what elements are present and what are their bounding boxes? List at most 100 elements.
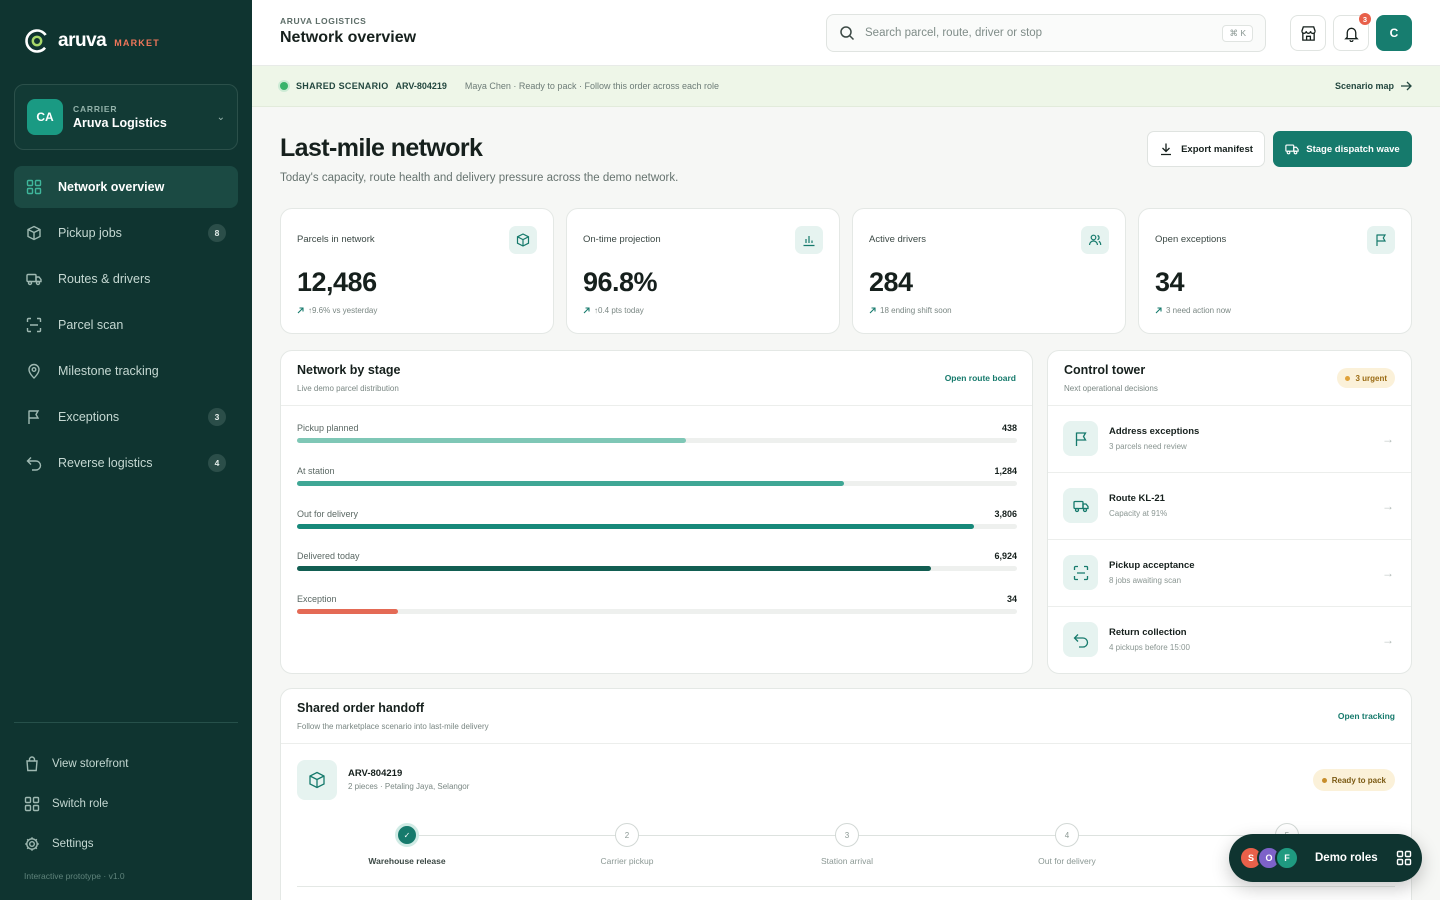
network-by-stage-card: Network by stage Live demo parcel distri…: [280, 350, 1033, 674]
stage-fill: [297, 481, 845, 486]
step-number: 2: [615, 823, 639, 847]
order-meta: 2 pieces · Petaling Jaya, Selangor: [348, 782, 470, 791]
arrow-right-icon: [1401, 81, 1412, 91]
demo-roles-button[interactable]: S O F Demo roles: [1229, 834, 1422, 882]
control-tower-item-address-exceptions[interactable]: Address exceptions 3 parcels need review…: [1048, 405, 1411, 472]
urgent-badge: 3 urgent: [1337, 368, 1395, 388]
sidebar-item-reverse-logistics[interactable]: Reverse logistics 4: [14, 442, 238, 484]
truck-icon: [1285, 144, 1299, 155]
sidebar-item-routes-drivers[interactable]: Routes & drivers: [14, 258, 238, 300]
stage-dispatch-button[interactable]: Stage dispatch wave: [1273, 131, 1412, 167]
control-tower-item-route[interactable]: Route KL-21 Capacity at 91% →: [1048, 472, 1411, 539]
export-manifest-label: Export manifest: [1181, 143, 1253, 155]
view-storefront-label: View storefront: [52, 758, 129, 770]
step-warehouse-release: ✓ Warehouse release: [347, 823, 467, 866]
switch-role-label: Switch role: [52, 798, 109, 810]
stage-fill: [297, 566, 931, 571]
storefront-button[interactable]: [1290, 15, 1326, 51]
stage-track: [297, 524, 1017, 529]
notifications-button[interactable]: 3: [1333, 13, 1371, 51]
item-subtitle: 8 jobs awaiting scan: [1109, 576, 1182, 585]
kpi-card-parcels: Parcels in network 12,486 ↑9.6% vs yeste…: [280, 208, 554, 334]
check-icon: ✓: [395, 823, 419, 847]
aruva-logo-icon: [25, 29, 49, 53]
search-box[interactable]: ⌘ K: [826, 14, 1266, 52]
stage-row: Out for delivery 3,806: [297, 509, 1017, 545]
kpi-value: 284: [869, 267, 913, 297]
live-indicator: [280, 82, 288, 90]
kpi-delta-text: 3 need action now: [1166, 306, 1231, 315]
stage-name: Out for delivery: [297, 509, 359, 519]
sidebar-item-label: Pickup jobs: [58, 226, 122, 240]
control-tower-item-return-collection[interactable]: Return collection 4 pickups before 15:00…: [1048, 606, 1411, 673]
item-title: Pickup acceptance: [1109, 560, 1195, 571]
stage-value: 1,284: [994, 466, 1017, 476]
control-tower-item-pickup-acceptance[interactable]: Pickup acceptance 8 jobs awaiting scan →: [1048, 539, 1411, 606]
stage-row: Exception 34: [297, 594, 1017, 630]
view-storefront-link[interactable]: View storefront: [24, 744, 234, 784]
search-input[interactable]: [865, 27, 1223, 39]
step-label: Warehouse release: [368, 856, 446, 866]
brand-logo[interactable]: aruva MARKET: [24, 28, 160, 54]
status-dot: [1321, 777, 1327, 783]
kpi-value: 34: [1155, 267, 1185, 297]
card-divider: [281, 405, 1032, 406]
undo-icon: [26, 455, 42, 471]
notification-count: 3: [1359, 13, 1371, 25]
order-id[interactable]: ARV-804219: [348, 768, 403, 779]
sidebar-item-milestone-tracking[interactable]: Milestone tracking: [14, 350, 238, 392]
stage-value: 34: [1006, 594, 1017, 604]
grid-icon: [1396, 850, 1412, 866]
step-carrier-pickup: 2 Carrier pickup: [567, 823, 687, 866]
stage-name: At station: [297, 466, 335, 476]
switch-role-link[interactable]: Switch role: [24, 784, 234, 824]
stage-track: [297, 609, 1017, 614]
truck-icon: [1063, 488, 1098, 523]
item-title: Return collection: [1109, 627, 1187, 638]
user-avatar-button[interactable]: C: [1376, 15, 1412, 51]
brand-suffix: MARKET: [114, 38, 160, 48]
status-badge: Ready to pack: [1312, 769, 1395, 791]
chevron-down-icon: ⌄: [216, 111, 225, 123]
flag-icon: [26, 409, 42, 425]
org-role: CARRIER: [73, 104, 118, 114]
open-tracking-link[interactable]: Open tracking: [1337, 711, 1395, 721]
kpi-label: Open exceptions: [1155, 234, 1227, 245]
flag-icon: [1063, 421, 1098, 456]
export-manifest-button[interactable]: Export manifest: [1147, 131, 1265, 167]
kpi-delta: 18 ending shift soon: [869, 306, 952, 315]
stage-name: Delivered today: [297, 551, 360, 561]
step-number: 3: [835, 823, 859, 847]
sidebar-item-pickup-jobs[interactable]: Pickup jobs 8: [14, 212, 238, 254]
step-label: Station arrival: [821, 856, 873, 866]
stage-name: Pickup planned: [297, 423, 359, 433]
control-tower-card: Control tower Next operational decisions…: [1047, 350, 1412, 674]
step-station-arrival: 3 Station arrival: [787, 823, 907, 866]
org-switcher[interactable]: CA CARRIER Aruva Logistics ⌄: [14, 84, 238, 150]
shared-order-handoff-card: Shared order handoff Follow the marketpl…: [280, 688, 1412, 900]
stage-track: [297, 566, 1017, 571]
scenario-map-link[interactable]: Scenario map: [1335, 81, 1412, 91]
settings-link[interactable]: Settings: [24, 824, 234, 864]
arrow-right-icon: →: [1382, 499, 1394, 513]
open-route-board-link[interactable]: Open route board: [944, 373, 1016, 383]
sidebar-divider: [14, 722, 238, 723]
users-icon: [1081, 226, 1109, 254]
undo-icon: [1063, 622, 1098, 657]
bag-icon: [26, 756, 38, 772]
trend-up-icon: [583, 307, 590, 314]
download-icon: [1161, 143, 1172, 156]
sidebar-item-exceptions[interactable]: Exceptions 3: [14, 396, 238, 438]
step-out-for-delivery: 4 Out for delivery: [1007, 823, 1127, 866]
stage-value: 438: [1001, 423, 1017, 433]
step-label: Carrier pickup: [600, 856, 654, 866]
settings-label: Settings: [52, 838, 94, 850]
sidebar-item-network-overview[interactable]: Network overview: [14, 166, 238, 208]
item-subtitle: Capacity at 91%: [1109, 509, 1168, 518]
kpi-delta: 3 need action now: [1155, 306, 1231, 315]
sidebar-item-parcel-scan[interactable]: Parcel scan: [14, 304, 238, 346]
kpi-label: Parcels in network: [297, 234, 375, 245]
sidebar-item-label: Milestone tracking: [58, 364, 159, 378]
org-meta: CARRIER Aruva Logistics: [73, 104, 217, 130]
sidebar-nav: Network overview Pickup jobs 8 Routes & …: [14, 166, 238, 488]
